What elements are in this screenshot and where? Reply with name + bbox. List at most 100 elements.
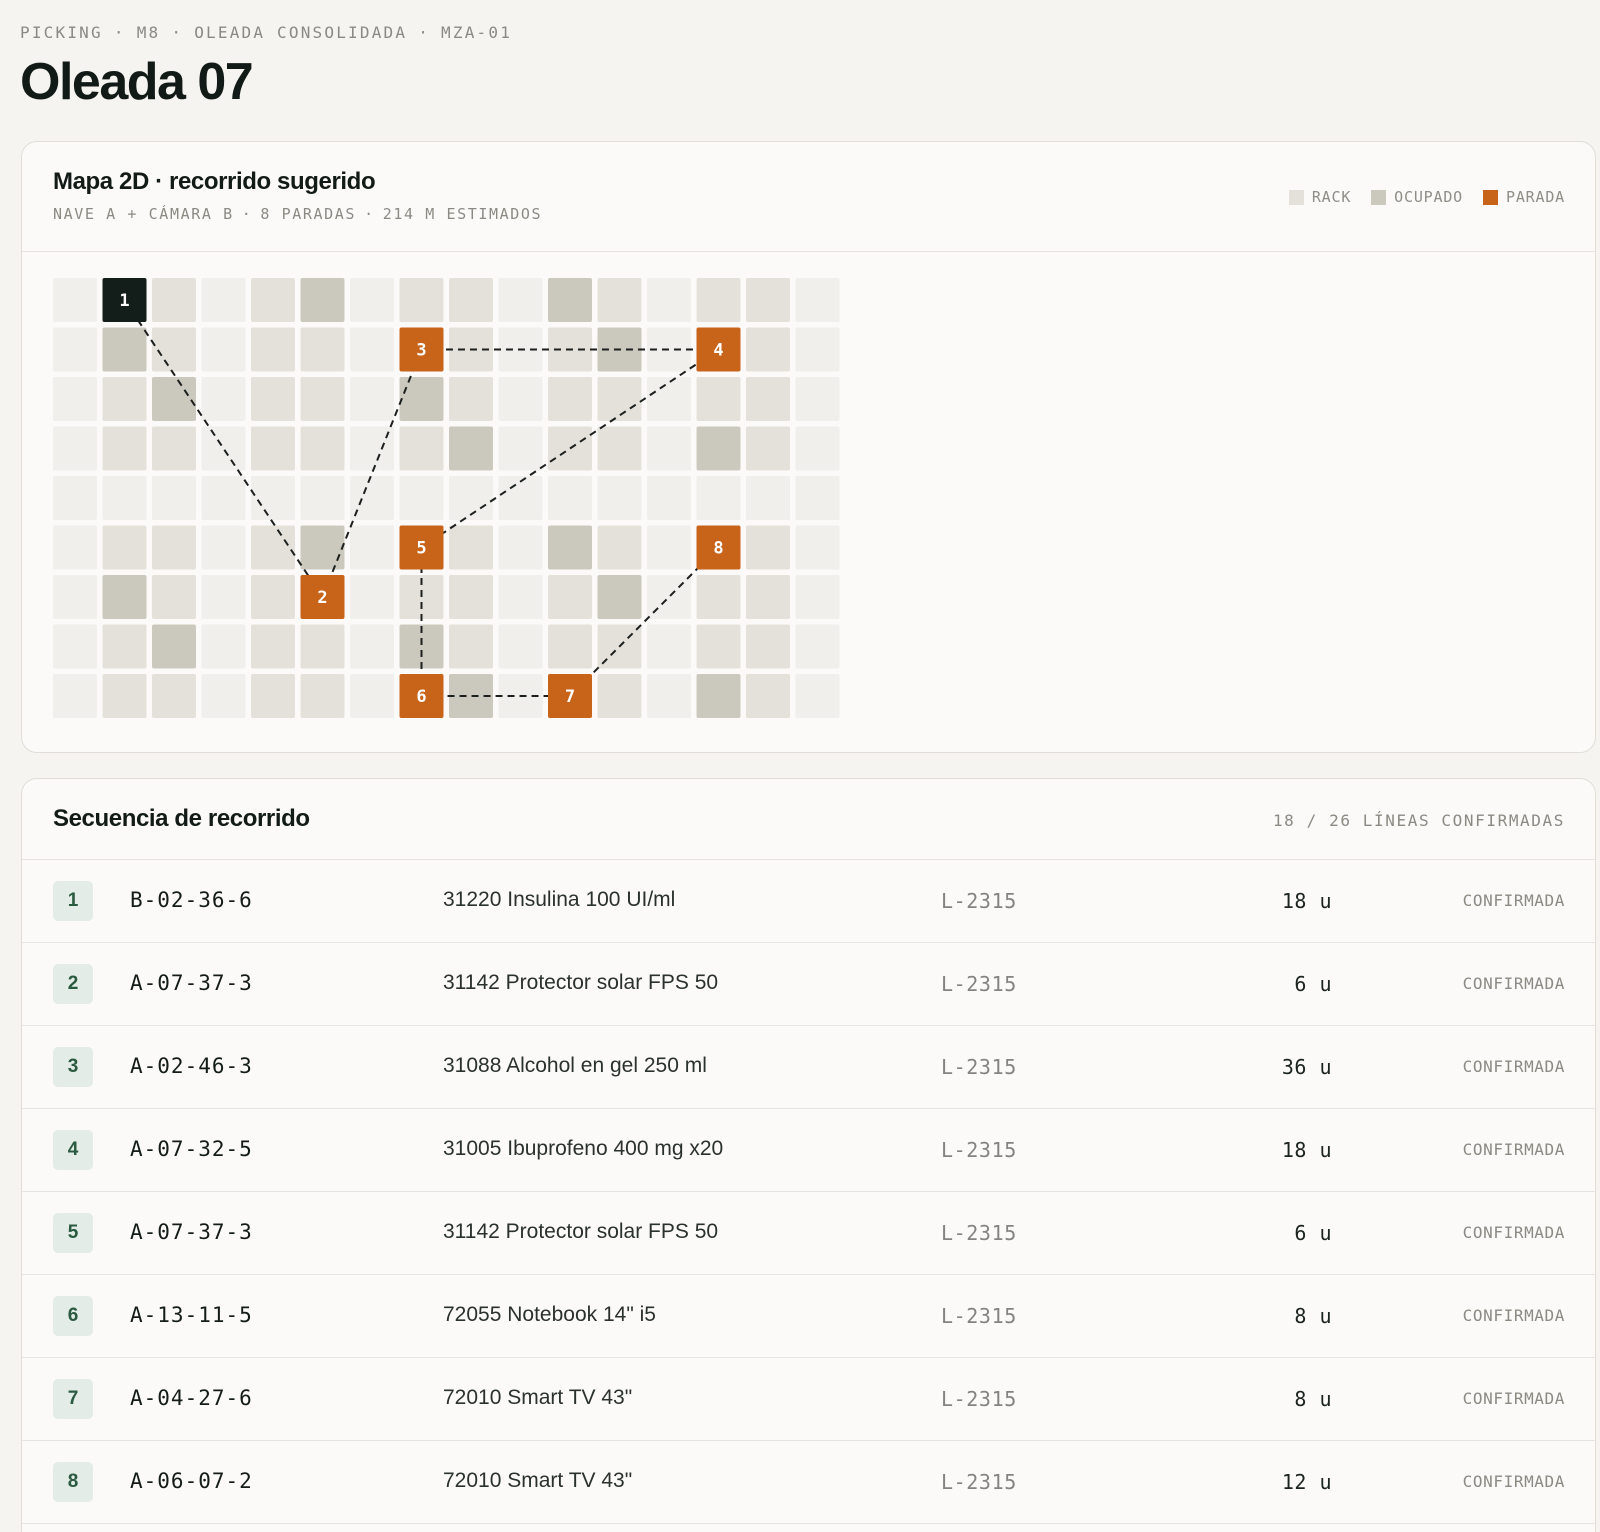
stop-marker — [548, 674, 592, 718]
stop-number-badge: 2 — [53, 964, 93, 1004]
stop-number: 6 — [416, 687, 426, 707]
rack-cell[interactable] — [746, 525, 790, 570]
occupied-rack-cell[interactable] — [152, 377, 196, 421]
rack-cell[interactable] — [102, 525, 147, 570]
breadcrumb-item[interactable]: M8 — [136, 23, 161, 42]
map-subtitle: NAVE A + CÁMARA B · 8 PARADAS · 214 M ESTIMA… — [53, 205, 543, 223]
rack-cell[interactable] — [152, 426, 196, 471]
sequence-row[interactable]: 1 B-02-36-6 31220 Insulina 100 UI/ml L-2… — [22, 860, 1595, 943]
rack-cell[interactable] — [251, 674, 295, 718]
rack-cell[interactable] — [399, 426, 444, 471]
rack-cell[interactable] — [251, 624, 295, 669]
breadcrumb-item[interactable]: PICKING — [20, 23, 103, 42]
legend-occupied: OCUPADO — [1371, 188, 1463, 206]
occupied-rack-cell[interactable] — [696, 674, 741, 718]
route-stop-6[interactable]: 6 — [399, 674, 444, 718]
rack-cell[interactable] — [102, 624, 147, 669]
rack-cell[interactable] — [696, 624, 741, 669]
occupied-rack-cell[interactable] — [696, 426, 741, 471]
rack-cell[interactable] — [696, 278, 741, 322]
sequence-row[interactable]: 6 A-13-11-5 72055 Notebook 14" i5 L-2315… — [22, 1275, 1595, 1358]
sequence-row[interactable]: 4 A-07-32-5 31005 Ibuprofeno 400 mg x20 … — [22, 1109, 1595, 1192]
rack-cell[interactable] — [251, 377, 295, 421]
occupied-rack-cell[interactable] — [102, 575, 147, 619]
rack-cell[interactable] — [449, 575, 493, 619]
occupied-rack-cell[interactable] — [300, 525, 345, 570]
rack-cell[interactable] — [251, 525, 295, 570]
occupied-rack-cell[interactable] — [597, 575, 642, 619]
occupied-rack-cell[interactable] — [449, 674, 493, 718]
rack-cell[interactable] — [251, 327, 295, 372]
stop-marker — [696, 327, 741, 372]
rack-cell[interactable] — [300, 624, 345, 669]
rack-cell[interactable] — [449, 624, 493, 669]
rack-cell[interactable] — [300, 426, 345, 471]
sequence-row[interactable]: 3 A-02-46-3 31088 Alcohol en gel 250 ml … — [22, 1026, 1595, 1109]
sequence-row[interactable]: 8 A-06-07-2 72010 Smart TV 43" L-2315 12… — [22, 1441, 1595, 1524]
sequence-row[interactable]: 7 A-04-27-6 72010 Smart TV 43" L-2315 8 … — [22, 1358, 1595, 1441]
rack-cell[interactable] — [746, 674, 790, 718]
rack-cell[interactable] — [696, 377, 741, 421]
route-stop-1[interactable]: 1 — [102, 278, 147, 322]
sequence-row[interactable]: 5 A-07-37-3 31142 Protector solar FPS 50… — [22, 1192, 1595, 1275]
occupied-rack-cell[interactable] — [548, 525, 592, 570]
rack-cell[interactable] — [746, 278, 790, 322]
map-subtitle-area: NAVE A + CÁMARA B — [53, 205, 234, 223]
rack-cell[interactable] — [152, 327, 196, 372]
rack-cell[interactable] — [102, 377, 147, 421]
rack-cell[interactable] — [597, 426, 642, 471]
route-stop-2[interactable]: 2 — [300, 575, 345, 619]
occupied-rack-cell[interactable] — [449, 426, 493, 471]
rack-cell[interactable] — [597, 674, 642, 718]
occupied-rack-cell[interactable] — [548, 278, 592, 322]
rack-cell[interactable] — [102, 426, 147, 471]
rack-cell[interactable] — [548, 575, 592, 619]
rack-cell[interactable] — [548, 377, 592, 421]
confirmed-lines-count: 18 / 26 LÍNEAS CONFIRMADAS — [1272, 811, 1565, 830]
rack-cell[interactable] — [597, 278, 642, 322]
floor-cell — [647, 624, 691, 669]
warehouse-map[interactable]: 1 2 3 4 5 6 7 8 — [22, 253, 1596, 753]
route-stop-3[interactable]: 3 — [399, 327, 444, 372]
rack-cell[interactable] — [449, 278, 493, 322]
rack-cell[interactable] — [548, 624, 592, 669]
occupied-rack-cell[interactable] — [399, 624, 444, 669]
sequence-row[interactable]: 2 A-07-37-3 31142 Protector solar FPS 50… — [22, 943, 1595, 1026]
rack-cell[interactable] — [152, 575, 196, 619]
route-stop-5[interactable]: 5 — [399, 525, 444, 570]
breadcrumb-item[interactable]: OLEADA CONSOLIDADA — [194, 23, 408, 42]
status-label: CONFIRMADA — [1462, 891, 1565, 910]
rack-cell[interactable] — [746, 327, 790, 372]
rack-cell[interactable] — [597, 377, 642, 421]
rack-cell[interactable] — [746, 624, 790, 669]
rack-cell[interactable] — [746, 575, 790, 619]
route-stop-7[interactable]: 7 — [548, 674, 592, 718]
rack-cell[interactable] — [746, 377, 790, 421]
rack-cell[interactable] — [152, 674, 196, 718]
floor-cell — [201, 426, 246, 471]
rack-cell[interactable] — [251, 278, 295, 322]
rack-cell[interactable] — [300, 327, 345, 372]
occupied-rack-cell[interactable] — [300, 278, 345, 322]
rack-cell[interactable] — [251, 426, 295, 471]
rack-cell[interactable] — [300, 377, 345, 421]
rack-cell[interactable] — [449, 377, 493, 421]
floor-cell — [498, 624, 543, 669]
rack-cell[interactable] — [251, 575, 295, 619]
rack-cell[interactable] — [746, 426, 790, 471]
rack-cell[interactable] — [399, 278, 444, 322]
rack-cell[interactable] — [300, 674, 345, 718]
lot-code: L-2315 — [941, 1304, 1017, 1328]
occupied-rack-cell[interactable] — [102, 327, 147, 372]
occupied-rack-cell[interactable] — [152, 624, 196, 669]
rack-cell[interactable] — [152, 278, 196, 322]
rack-cell[interactable] — [102, 674, 147, 718]
route-stop-8[interactable]: 8 — [696, 525, 741, 570]
route-stop-4[interactable]: 4 — [696, 327, 741, 372]
rack-cell[interactable] — [449, 525, 493, 570]
occupied-rack-cell[interactable] — [399, 377, 444, 421]
rack-cell[interactable] — [696, 575, 741, 619]
rack-cell[interactable] — [597, 525, 642, 570]
rack-cell[interactable] — [152, 525, 196, 570]
floor-cell — [201, 575, 246, 619]
